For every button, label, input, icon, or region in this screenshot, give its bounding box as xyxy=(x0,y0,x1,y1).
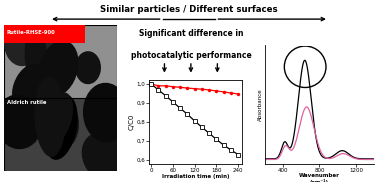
Y-axis label: Absorbance: Absorbance xyxy=(258,88,263,121)
Ellipse shape xyxy=(5,21,39,66)
Text: Aldrich rutile: Aldrich rutile xyxy=(7,100,46,105)
FancyBboxPatch shape xyxy=(4,98,117,171)
Ellipse shape xyxy=(13,65,43,107)
Ellipse shape xyxy=(84,83,128,142)
Text: Rutile-RHSE-900: Rutile-RHSE-900 xyxy=(6,30,55,35)
Ellipse shape xyxy=(35,77,65,156)
Text: Significant difference in: Significant difference in xyxy=(139,29,243,38)
Ellipse shape xyxy=(82,132,131,182)
Ellipse shape xyxy=(34,92,78,151)
FancyBboxPatch shape xyxy=(4,25,117,98)
Text: photocatalytic performance: photocatalytic performance xyxy=(130,51,251,60)
X-axis label: Irradiation time (min): Irradiation time (min) xyxy=(162,174,229,179)
FancyBboxPatch shape xyxy=(4,25,85,43)
Ellipse shape xyxy=(30,13,63,55)
Text: Similar particles / Different surfaces: Similar particles / Different surfaces xyxy=(100,5,278,14)
Ellipse shape xyxy=(33,63,62,96)
Ellipse shape xyxy=(0,95,42,149)
Y-axis label: C/C0: C/C0 xyxy=(129,114,135,130)
Ellipse shape xyxy=(25,27,47,88)
Ellipse shape xyxy=(41,93,73,146)
X-axis label: Wavenumber
(cm⁻¹): Wavenumber (cm⁻¹) xyxy=(299,173,340,182)
Ellipse shape xyxy=(30,64,48,108)
Ellipse shape xyxy=(76,52,100,84)
Ellipse shape xyxy=(39,41,78,96)
Ellipse shape xyxy=(45,96,77,159)
